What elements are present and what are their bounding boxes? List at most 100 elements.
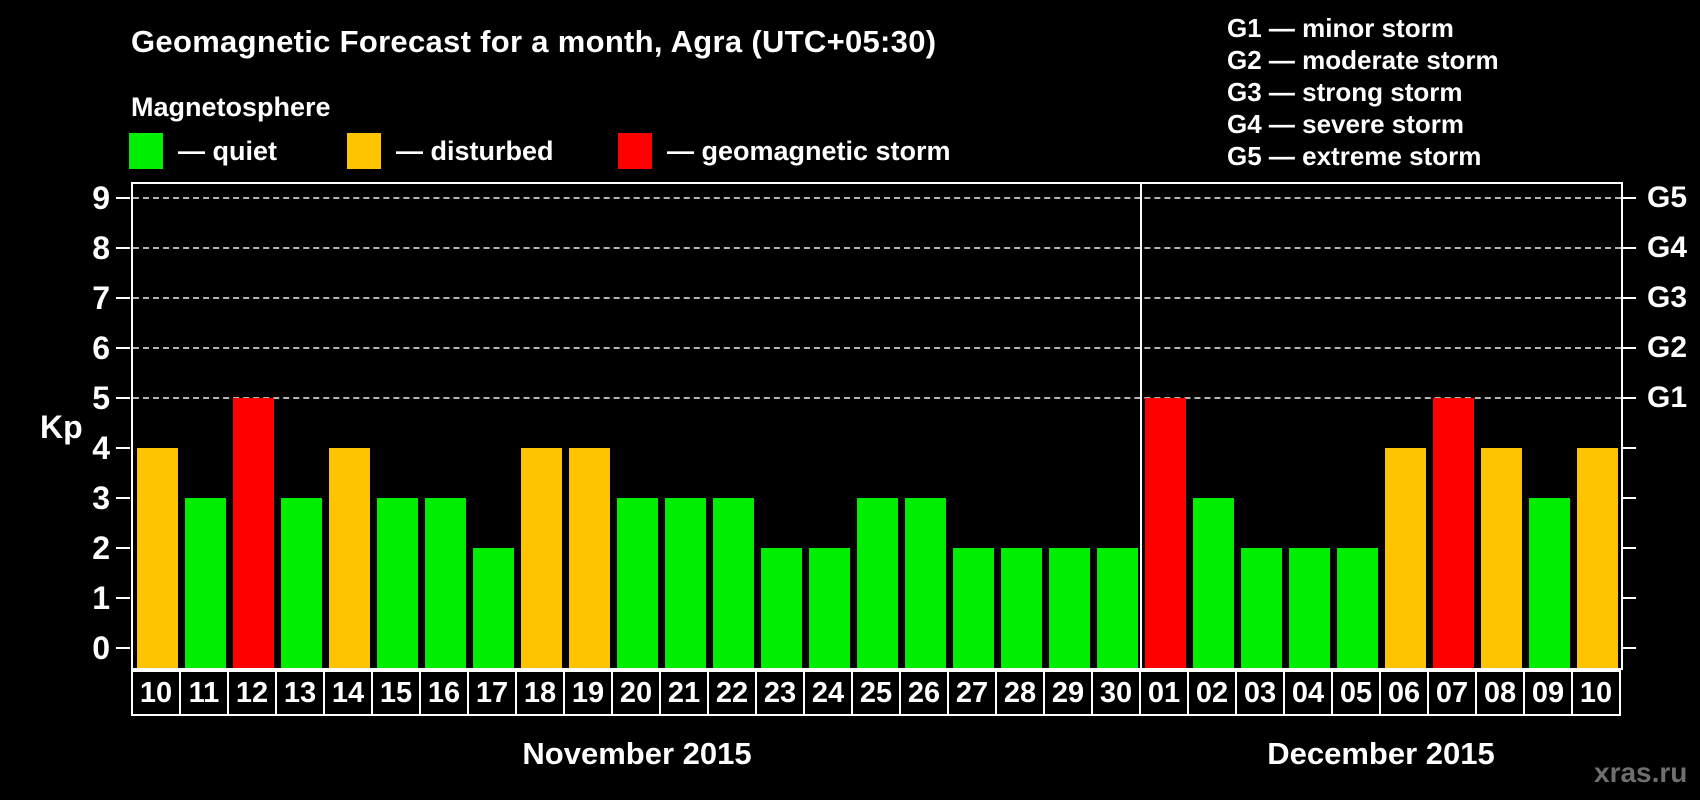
kp-tick-mark	[116, 197, 130, 199]
day-cell-label: 22	[715, 676, 749, 709]
day-cell: 17	[467, 670, 517, 716]
g-tick-mark	[1622, 547, 1636, 549]
day-cell-label: 14	[331, 676, 365, 709]
kp-bar	[1384, 448, 1426, 668]
kp-bar	[1528, 498, 1570, 668]
g-tick-label-g4: G4	[1647, 231, 1688, 264]
kp-bar	[376, 498, 418, 668]
day-cell: 08	[1475, 670, 1525, 716]
kp-bar	[1192, 498, 1234, 668]
gridline-kp-5	[133, 397, 1621, 399]
day-cell-label: 06	[1387, 676, 1421, 709]
day-cell: 02	[1187, 670, 1237, 716]
day-cell-label: 09	[1531, 676, 1565, 709]
g-tick-mark	[1622, 347, 1636, 349]
day-cell-label: 18	[523, 676, 557, 709]
g-scale-legend-line: G4 — severe storm	[1227, 109, 1465, 139]
kp-tick-mark	[116, 547, 130, 549]
day-cell: 10	[131, 670, 181, 716]
kp-bar	[280, 498, 322, 668]
day-cell: 15	[371, 670, 421, 716]
kp-bar	[1240, 548, 1282, 668]
kp-bar	[1144, 398, 1186, 668]
day-cell: 13	[275, 670, 325, 716]
kp-bar	[1576, 448, 1618, 668]
day-cell: 23	[755, 670, 805, 716]
kp-tick-label: 4	[92, 430, 110, 466]
day-cell: 19	[563, 670, 613, 716]
kp-tick-mark	[116, 297, 130, 299]
day-cell: 05	[1331, 670, 1381, 716]
kp-tick-label: 0	[92, 630, 110, 666]
day-cell: 21	[659, 670, 709, 716]
day-cell: 12	[227, 670, 277, 716]
g-tick-label-g5: G5	[1647, 181, 1688, 214]
legend-item-geomagnetic-storm: — geomagnetic storm	[618, 133, 951, 169]
g-scale-legend-line: G3 — strong storm	[1227, 77, 1463, 107]
magnetosphere-legend-title: Magnetosphere	[131, 92, 331, 122]
g-tick-mark	[1622, 197, 1636, 199]
day-cell-label: 27	[955, 676, 989, 709]
kp-bar	[232, 398, 274, 668]
geomagnetic-storm-swatch-icon	[618, 133, 652, 169]
day-cell-label: 02	[1195, 676, 1229, 709]
day-cell-label: 16	[427, 676, 461, 709]
kp-bar	[616, 498, 658, 668]
day-cell-label: 21	[667, 676, 701, 709]
kp-bar	[184, 498, 226, 668]
g-tick-mark	[1622, 247, 1636, 249]
day-axis-row: 10 11 12 13 14 15 16 17 18 19 20 21 22 23 24 25 26 27 28 29…	[131, 670, 1623, 716]
plot-area	[131, 182, 1623, 670]
day-cell: 16	[419, 670, 469, 716]
kp-bar	[808, 548, 850, 668]
g-tick-label-g2: G2	[1647, 331, 1688, 364]
day-cell-label: 19	[571, 676, 605, 709]
day-cell-label: 07	[1435, 676, 1469, 709]
kp-bar	[1000, 548, 1042, 668]
watermark: xras.ru	[1594, 757, 1688, 788]
day-cell-label: 04	[1291, 676, 1325, 709]
day-cell-label: 03	[1243, 676, 1277, 709]
legend-item-label: — geomagnetic storm	[667, 135, 951, 166]
kp-tick-label: 9	[92, 180, 110, 216]
day-cell-label: 24	[811, 676, 845, 709]
day-cell-label: 15	[379, 676, 413, 709]
kp-tick-mark	[116, 347, 130, 349]
kp-bar	[136, 448, 178, 668]
kp-axis-label: Kp	[40, 409, 83, 445]
day-cell-label: 28	[1003, 676, 1037, 709]
kp-bar	[1096, 548, 1138, 668]
disturbed-swatch-icon	[347, 133, 381, 169]
day-cell: 24	[803, 670, 853, 716]
day-cell-label: 23	[763, 676, 797, 709]
quiet-swatch-icon	[129, 133, 163, 169]
day-cell-label: 05	[1339, 676, 1373, 709]
day-cell: 01	[1139, 670, 1189, 716]
g-tick-mark	[1622, 497, 1636, 499]
g-tick-mark	[1622, 647, 1636, 649]
day-cell: 27	[947, 670, 997, 716]
month-label: December 2015	[1267, 736, 1495, 771]
legend-item-label: — disturbed	[396, 135, 554, 166]
gridline-kp-9	[133, 197, 1621, 199]
kp-bar	[712, 498, 754, 668]
kp-tick-label: 2	[92, 530, 110, 566]
kp-bar	[1288, 548, 1330, 668]
g-tick-mark	[1622, 447, 1636, 449]
legend-item-disturbed: — disturbed	[347, 133, 554, 169]
day-cell-label: 25	[859, 676, 893, 709]
day-cell-label: 26	[907, 676, 941, 709]
month-divider-line	[1140, 184, 1142, 668]
day-cell: 03	[1235, 670, 1285, 716]
kp-bar	[760, 548, 802, 668]
day-cell-label: 01	[1147, 676, 1181, 709]
day-cell: 11	[179, 670, 229, 716]
kp-bar	[1048, 548, 1090, 668]
day-cell-label: 08	[1483, 676, 1517, 709]
gridline-kp-8	[133, 247, 1621, 249]
legend-item-label: — quiet	[178, 135, 277, 166]
kp-tick-mark	[116, 247, 130, 249]
chart-title: Geomagnetic Forecast for a month, Agra (…	[131, 24, 937, 59]
kp-tick-label: 7	[92, 280, 110, 316]
